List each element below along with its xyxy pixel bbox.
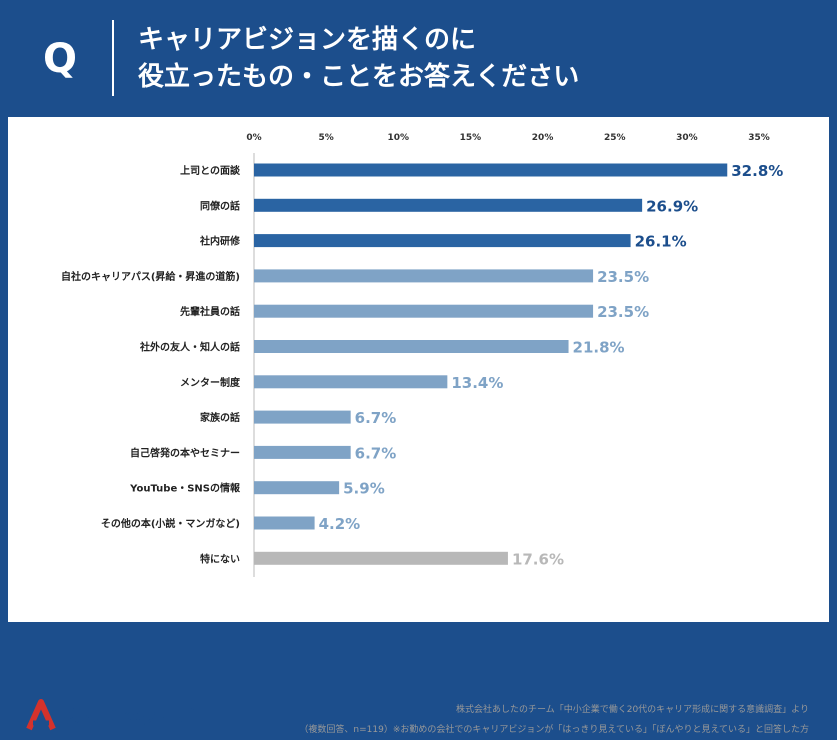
source-line-2: （複数回答、n=119）※お勤めの会社でのキャリアビジョンが「はっきり見えている… [299, 725, 809, 735]
company-logo: あしたのチーム [26, 695, 199, 735]
value-label: 26.9% [646, 197, 698, 215]
bar [254, 198, 643, 212]
x-tick-label: 10% [388, 133, 410, 143]
category-label: 社外の友人・知人の話 [139, 341, 240, 354]
x-tick-label: 5% [319, 133, 334, 143]
bar [254, 481, 340, 495]
x-tick-label: 25% [604, 133, 626, 143]
source-line-1: 株式会社あしたのチーム「中小企業で働く20代のキャリア形成に関する意識調査」より [455, 705, 809, 715]
value-label: 17.6% [512, 550, 564, 568]
bar [254, 551, 508, 565]
header-divider [112, 20, 114, 96]
value-label: 6.7% [355, 409, 397, 427]
category-label: 先輩社員の話 [180, 305, 240, 318]
category-label: その他の本(小説・マンガなど) [101, 517, 240, 530]
question-line-1: キャリアビジョンを描くのに [138, 25, 477, 55]
bar [254, 304, 594, 318]
bar [254, 269, 594, 283]
value-label: 21.8% [573, 339, 625, 357]
bar [254, 445, 351, 459]
value-label: 4.2% [319, 515, 361, 533]
category-label: 家族の話 [200, 411, 240, 424]
question-title: キャリアビジョンを描くのに 役立ったもの・ことをお答えください [138, 22, 579, 96]
value-label: 32.8% [731, 162, 783, 180]
bar [254, 234, 631, 248]
source-note: 株式会社あしたのチーム「中小企業で働く20代のキャリア形成に関する意識調査」より… [299, 700, 809, 740]
category-label: 社内研修 [199, 235, 241, 248]
value-label: 23.5% [597, 268, 649, 286]
bar [254, 516, 315, 530]
bar [254, 340, 569, 353]
category-label: YouTube・SNSの情報 [129, 482, 241, 495]
value-label: 6.7% [355, 444, 397, 462]
question-mark-label: Q [42, 36, 77, 82]
bar [254, 375, 448, 389]
category-label: 上司との面談 [180, 164, 241, 177]
x-tick-label: 30% [676, 133, 698, 143]
bar [254, 163, 728, 177]
category-label: 自己啓発の本やセミナー [130, 446, 240, 459]
value-label: 5.9% [343, 480, 385, 498]
logo-text: あしたのチーム [60, 704, 200, 729]
category-label: 自社のキャリアパス(昇給・昇進の道筋) [61, 270, 240, 283]
value-label: 26.1% [635, 233, 687, 251]
bar-chart: 0% 5% 10% 15% 20% 25% 30% 35% 上司との面談 32.8% 同僚の話 26.… [61, 133, 783, 577]
category-label: 同僚の話 [200, 199, 240, 212]
header: Q キャリアビジョンを描くのに 役立ったもの・ことをお答えください [0, 0, 837, 112]
value-label: 23.5% [597, 303, 649, 321]
value-label: 13.4% [451, 374, 503, 392]
bar [254, 410, 351, 424]
category-label: 特にない [200, 552, 240, 565]
chart-panel: 0% 5% 10% 15% 20% 25% 30% 35% 上司との面談 32.8% 同僚の話 26.… [8, 117, 829, 735]
a-letter-logo-icon [26, 699, 56, 731]
question-line-2: 役立ったもの・ことをお答えください [138, 62, 580, 92]
category-label: メンター制度 [180, 376, 241, 389]
x-tick-label: 35% [748, 133, 770, 143]
x-tick-label: 20% [532, 133, 554, 143]
x-tick-label: 15% [460, 133, 482, 143]
x-tick-label: 0% [246, 133, 261, 143]
